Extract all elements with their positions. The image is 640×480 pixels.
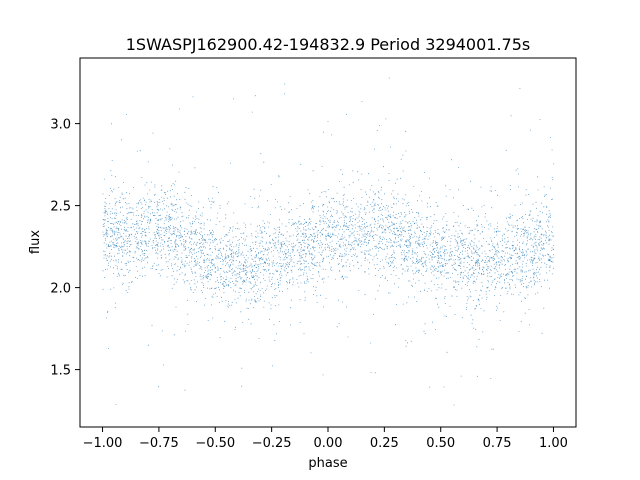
y-tick-label: 2.5 xyxy=(50,200,71,215)
data-points xyxy=(102,77,555,406)
scatter-points xyxy=(102,77,555,406)
chart-title: 1SWASPJ162900.42-194832.9 Period 3294001… xyxy=(126,35,531,54)
x-axis-label: phase xyxy=(308,456,347,471)
x-tick-label: 0.25 xyxy=(370,436,399,451)
x-tick-label: 1.00 xyxy=(539,436,568,451)
x-tick-label: 0.50 xyxy=(426,436,455,451)
y-tick-label: 1.5 xyxy=(50,364,71,379)
y-axis-label: flux xyxy=(28,230,43,254)
y-tick-label: 3.0 xyxy=(50,118,71,133)
x-tick-label: −1.00 xyxy=(83,436,123,451)
x-tick-label: 0.00 xyxy=(314,436,343,451)
x-tick-label: −0.50 xyxy=(195,436,235,451)
x-tick-label: 0.75 xyxy=(483,436,512,451)
x-tick-label: −0.75 xyxy=(139,436,179,451)
x-axis: −1.00 −0.75 −0.50 −0.25 0.00 0.25 0.50 0.75 1.00 xyxy=(83,427,568,451)
x-tick-label: −0.25 xyxy=(252,436,292,451)
plot-frame xyxy=(79,57,577,428)
y-axis: 1.5 2.0 2.5 3.0 xyxy=(50,118,80,379)
y-tick-label: 2.0 xyxy=(50,282,71,297)
